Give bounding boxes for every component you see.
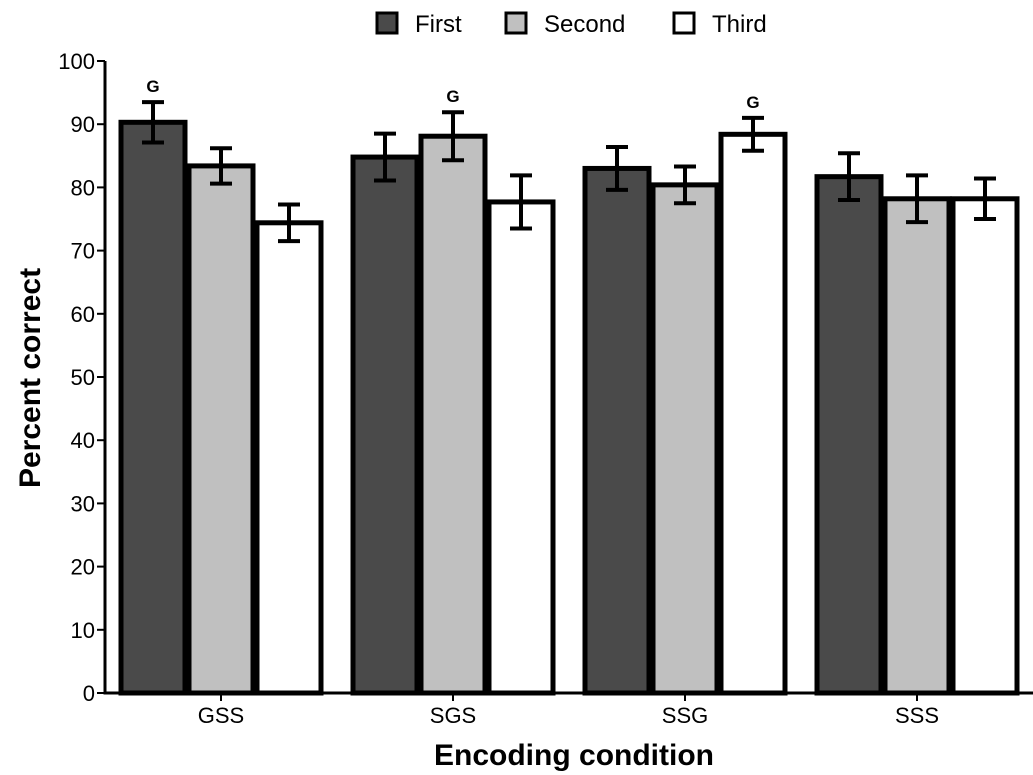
y-tick-label-0: 0 — [83, 681, 95, 706]
error-bar-gss-first — [142, 100, 164, 145]
y-tick-label-90: 90 — [71, 112, 95, 137]
error-bar-sgs-third — [510, 173, 532, 231]
y-tick-label-70: 70 — [71, 239, 95, 264]
y-tick-label-50: 50 — [71, 365, 95, 390]
error-bar-ssg-third — [742, 115, 764, 153]
annotation-sgs: G — [446, 87, 459, 106]
legend-label-third: Third — [712, 11, 767, 38]
error-bar-ssg-second — [674, 164, 696, 206]
y-tick-label-40: 40 — [71, 428, 95, 453]
bar-sgs-third — [486, 199, 556, 696]
y-tick-label-80: 80 — [71, 175, 95, 200]
annotation-gss: G — [146, 77, 159, 96]
y-tick-label-30: 30 — [71, 491, 95, 516]
bar-sss-first — [814, 174, 884, 696]
bars — [118, 119, 1020, 696]
bar-ssg-third — [718, 131, 788, 696]
legend-item-second: Second — [504, 11, 625, 38]
legend-label-first: First — [415, 11, 462, 38]
x-axis-title: Encoding condition — [434, 739, 714, 772]
error-bar-sss-second — [906, 173, 928, 225]
y-axis-title: Percent correct — [14, 268, 47, 488]
legend-item-third: Third — [672, 11, 767, 38]
error-bar-gss-third — [278, 202, 300, 244]
y-tick-label-100: 100 — [58, 49, 95, 74]
bar-gss-second — [186, 163, 256, 696]
y-tick-label-20: 20 — [71, 555, 95, 580]
bar-sgs-second — [418, 133, 488, 696]
legend: First Second Third — [375, 11, 767, 38]
bar-sgs-first — [350, 154, 420, 696]
annotation-ssg: G — [746, 93, 759, 112]
x-tick-label-ssg: SSG — [662, 703, 708, 728]
x-tick-label-sgs: SGS — [430, 703, 476, 728]
error-bar-ssg-first — [606, 144, 628, 192]
error-bar-sss-third — [974, 176, 996, 221]
x-tick-label-gss: GSS — [198, 703, 244, 728]
bar-sss-second — [882, 196, 952, 696]
x-axis: GSS SGS SSG SSS — [103, 691, 1033, 728]
bar-gss-first — [118, 119, 188, 696]
error-bars — [142, 100, 996, 244]
error-bar-gss-second — [210, 146, 232, 186]
annotations: GG G — [146, 77, 759, 112]
x-tick-label-sss: SSS — [895, 703, 939, 728]
bar-sss-third — [950, 196, 1020, 696]
legend-swatch-third — [672, 11, 696, 35]
error-bar-sss-first — [838, 151, 860, 203]
legend-swatch-first — [375, 11, 399, 35]
legend-label-second: Second — [544, 11, 625, 38]
bar-ssg-second — [650, 182, 720, 696]
error-bar-sgs-second — [442, 110, 464, 163]
legend-item-first: First — [375, 11, 462, 38]
legend-swatch-second — [504, 11, 528, 35]
y-tick-label-10: 10 — [71, 618, 95, 643]
y-tick-label-60: 60 — [71, 302, 95, 327]
error-bar-sgs-first — [374, 131, 396, 183]
y-axis: 0 10 20 30 40 50 60 70 80 90 100 — [58, 49, 107, 706]
bar-gss-third — [254, 220, 324, 696]
bar-ssg-first — [582, 165, 652, 696]
